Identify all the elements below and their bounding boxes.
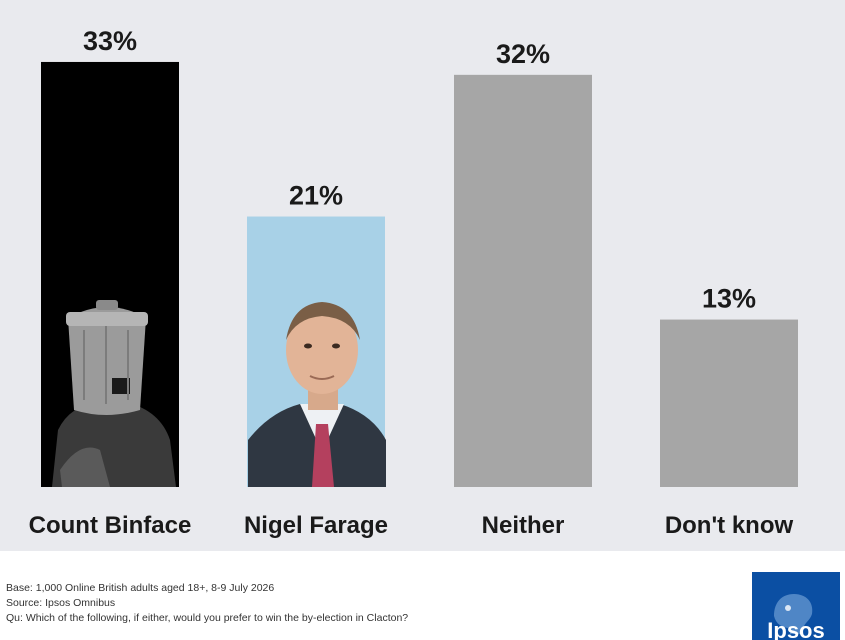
footnote-source: Source: Ipsos Omnibus (6, 597, 116, 609)
bar-chart: 33% Count Binface 21% Nigel Farage 32% Neithe… (29, 26, 798, 539)
category-label-1: Count Binface (29, 512, 192, 539)
category-label-2: Nigel Farage (244, 512, 388, 539)
count-binface-photo (52, 300, 176, 487)
value-label-4: 13% (702, 284, 756, 314)
value-label-1: 33% (83, 26, 137, 56)
chart-area: 33% Count Binface 21% Nigel Farage 32% Neithe… (0, 0, 845, 551)
category-label-4: Don't know (665, 512, 794, 539)
bar-3 (454, 74, 592, 487)
nigel-farage-photo (248, 302, 386, 487)
value-label-2: 21% (289, 181, 343, 211)
value-label-3: 32% (496, 39, 550, 69)
footnote-question: Qu: Which of the following, if either, w… (6, 612, 409, 624)
ipsos-logo-text: Ipsos (767, 618, 824, 640)
head-silhouette-icon (774, 594, 813, 634)
category-label-3: Neither (482, 512, 565, 539)
footnote-base: Base: 1,000 Online British adults aged 1… (6, 582, 275, 594)
ipsos-logo: Ipsos (752, 572, 840, 640)
bar-4 (660, 319, 798, 487)
